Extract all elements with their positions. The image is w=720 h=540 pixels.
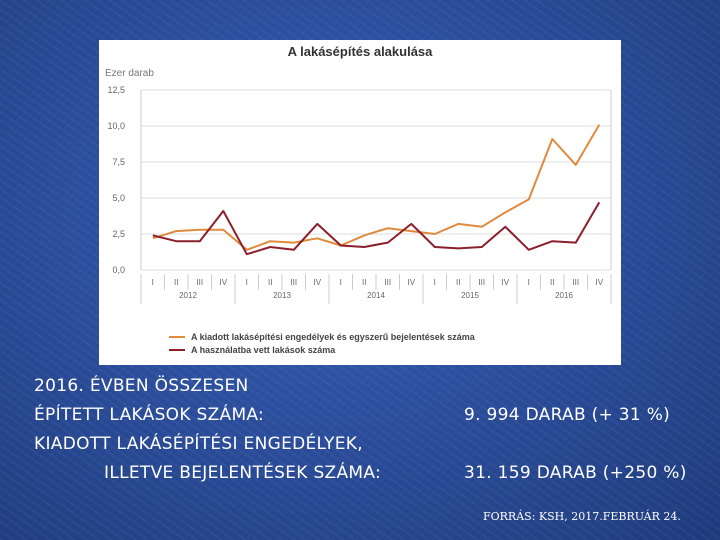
x-tick-label: II bbox=[362, 278, 366, 287]
x-tick-label: III bbox=[572, 278, 579, 287]
x-tick-label: II bbox=[456, 278, 460, 287]
x-tick-label: I bbox=[340, 278, 342, 287]
y-axis-label: Ezer darab bbox=[105, 68, 154, 79]
x-tick-label: II bbox=[550, 278, 554, 287]
year-label: 2015 bbox=[461, 291, 479, 300]
line-chart: A lakásépítés alakulása Ezer darab 0,0 2,… bbox=[105, 44, 612, 355]
built-label: ÉPÍTETT LAKÁSOK SZÁMA: bbox=[34, 405, 265, 425]
y-tick-label: 0,0 bbox=[112, 265, 125, 275]
x-tick-label: II bbox=[174, 278, 178, 287]
x-tick-label: IV bbox=[407, 278, 415, 287]
permits-label-line1: KIADOTT LAKÁSÉPÍTÉSI ENGEDÉLYEK, bbox=[34, 434, 363, 454]
year-label: 2016 bbox=[555, 291, 573, 300]
series-line-1 bbox=[152, 124, 601, 251]
chart-title: A lakásépítés alakulása bbox=[288, 44, 434, 59]
chart-panel: A lakásépítés alakulása Ezer darab 0,0 2,… bbox=[99, 40, 621, 365]
permits-label-line2: ILLETVE BEJELENTÉSEK SZÁMA: bbox=[104, 463, 382, 483]
x-tick-label: III bbox=[196, 278, 203, 287]
year-label: 2012 bbox=[179, 291, 197, 300]
summary-heading: 2016. ÉVBEN ÖSSZESEN bbox=[34, 376, 249, 396]
x-tick-label: III bbox=[478, 278, 485, 287]
permits-value: 31. 159 DARAB (+250 %) bbox=[464, 463, 687, 483]
year-label: 2014 bbox=[367, 291, 385, 300]
y-tick-label: 10,0 bbox=[107, 121, 125, 131]
x-tick-label: IV bbox=[595, 278, 603, 287]
x-tick-label: IV bbox=[219, 278, 227, 287]
legend-label: A használatba vett lakások száma bbox=[191, 345, 336, 355]
x-tick-label: IV bbox=[501, 278, 509, 287]
y-tick-label: 2,5 bbox=[112, 229, 125, 239]
x-tick-label: I bbox=[246, 278, 248, 287]
x-tick-label: II bbox=[268, 278, 272, 287]
y-tick-label: 12,5 bbox=[107, 85, 125, 95]
series-line-2 bbox=[152, 201, 601, 256]
y-tick-label: 7,5 bbox=[112, 157, 125, 167]
y-tick-label: 5,0 bbox=[112, 193, 125, 203]
built-value: 9. 994 DARAB (+ 31 %) bbox=[464, 405, 671, 425]
legend-label: A kiadott lakásépítési engedélyek és egy… bbox=[191, 332, 476, 342]
x-tick-label: I bbox=[434, 278, 436, 287]
x-tick-label: I bbox=[152, 278, 154, 287]
x-tick-label: I bbox=[528, 278, 530, 287]
x-tick-label: III bbox=[384, 278, 391, 287]
x-tick-label: III bbox=[290, 278, 297, 287]
year-label: 2013 bbox=[273, 291, 291, 300]
x-tick-label: IV bbox=[313, 278, 321, 287]
source-note: FORRÁS: KSH, 2017.FEBRUÁR 24. bbox=[483, 510, 681, 523]
